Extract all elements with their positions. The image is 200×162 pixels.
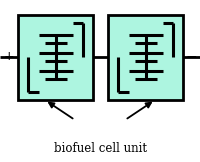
Text: biofuel cell unit: biofuel cell unit xyxy=(54,141,146,155)
Text: −: − xyxy=(185,50,197,64)
Bar xyxy=(18,15,93,100)
Text: +: + xyxy=(4,51,14,64)
Bar xyxy=(108,15,183,100)
